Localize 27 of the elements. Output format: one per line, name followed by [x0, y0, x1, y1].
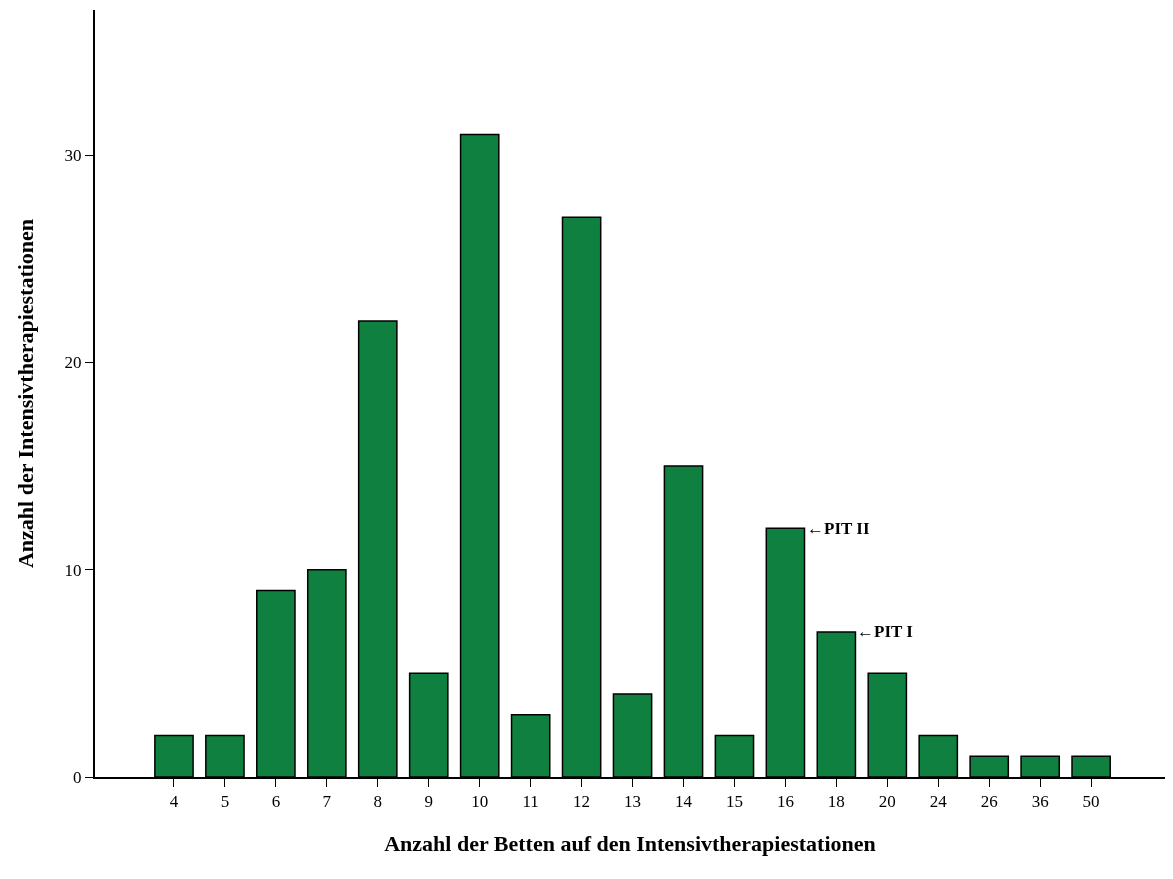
- x-tick-label: 36: [1031, 792, 1049, 812]
- x-tick-label: 50: [1082, 792, 1100, 812]
- x-tick-label: 8: [373, 792, 383, 812]
- x-tick-label: 18: [827, 792, 845, 812]
- annotation: ←PIT I: [857, 622, 914, 641]
- x-tick-label: 11: [522, 792, 539, 812]
- y-tick-label: 20: [64, 353, 82, 373]
- x-tick-label: 20: [878, 792, 896, 812]
- x-tick-label: 12: [573, 792, 591, 812]
- x-tick-label: 10: [471, 792, 489, 812]
- x-tick-label: 16: [776, 792, 794, 812]
- x-tick-label: 6: [271, 792, 281, 812]
- x-tick-label: 26: [980, 792, 998, 812]
- x-tick-label: 13: [624, 792, 642, 812]
- x-tick-label: 15: [725, 792, 743, 812]
- y-tick-label: 10: [64, 560, 82, 580]
- x-tick-label: 5: [220, 792, 230, 812]
- y-tick-label: 0: [73, 767, 82, 787]
- x-tick-label: 14: [675, 792, 693, 812]
- x-tick-label: 4: [169, 792, 179, 812]
- x-tick-label: 7: [322, 792, 332, 812]
- x-axis-title: Anzahl der Betten auf den Intensivtherapiestationen: [384, 830, 876, 856]
- y-axis-title: Anzahl der Intensivtherapiestationen: [12, 218, 38, 569]
- annotation: ←PIT II: [807, 519, 870, 538]
- y-tick-label: 30: [64, 146, 82, 166]
- x-tick-label: 9: [424, 792, 433, 812]
- x-tick-label: 24: [929, 792, 948, 812]
